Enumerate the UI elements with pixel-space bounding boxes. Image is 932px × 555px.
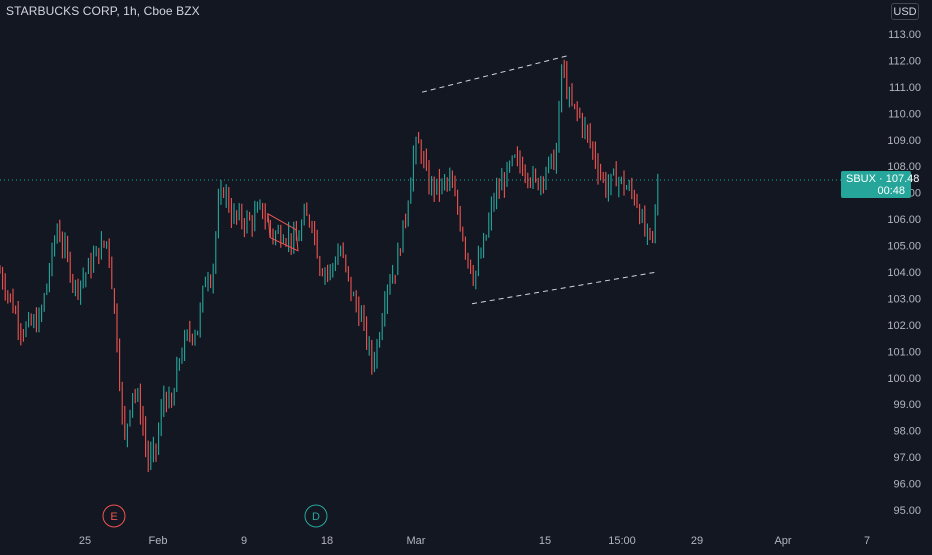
y-tick-label: 102.00 — [887, 320, 921, 332]
x-tick-label: 25 — [79, 535, 91, 547]
x-tick-label: Apr — [774, 535, 791, 547]
y-tick-label: 104.00 — [887, 267, 921, 279]
y-tick-label: 105.00 — [887, 241, 921, 253]
triangle-pattern[interactable] — [267, 212, 299, 252]
x-tick-label: 15 — [539, 535, 551, 547]
currency-button[interactable]: USD — [891, 3, 919, 20]
channel-lower-line[interactable] — [471, 271, 658, 305]
chart-title: STARBUCKS CORP, 1h, Cboe BZX — [6, 4, 200, 18]
marker-label: D — [312, 511, 320, 523]
y-tick-label: 99.00 — [893, 399, 921, 411]
last-price-badge: SBUX · 107.48 00:48 — [841, 171, 919, 198]
y-tick-label: 109.00 — [887, 135, 921, 147]
last-price-label: SBUX · 107.48 — [846, 173, 920, 185]
candles-layer — [0, 59, 659, 472]
y-tick-label: 98.00 — [893, 426, 921, 438]
x-tick-label: 18 — [321, 535, 333, 547]
dividend-marker[interactable]: D — [304, 504, 328, 528]
x-tick-label: 29 — [691, 535, 703, 547]
x-tick-label: Feb — [149, 535, 168, 547]
earnings-marker[interactable]: E — [102, 504, 126, 528]
y-tick-label: 103.00 — [887, 293, 921, 305]
x-tick-label: Mar — [407, 535, 426, 547]
marker-circle — [102, 504, 126, 528]
x-tick-label: 15:00 — [608, 535, 636, 547]
x-tick-label: 9 — [241, 535, 247, 547]
x-tick-label: 7 — [864, 535, 870, 547]
marker-circle — [304, 504, 328, 528]
y-tick-label: 96.00 — [893, 479, 921, 491]
y-tick-label: 95.00 — [893, 505, 921, 517]
y-tick-label: 101.00 — [887, 346, 921, 358]
y-tick-label: 111.00 — [889, 82, 921, 94]
bar-countdown: 00:48 — [877, 185, 905, 197]
price-axis[interactable]: 113.00112.00111.00110.00109.00108.00107.… — [887, 29, 921, 517]
y-tick-label: 97.00 — [893, 452, 921, 464]
drawings-layer[interactable] — [0, 54, 845, 305]
channel-upper-line[interactable] — [421, 54, 571, 93]
time-axis[interactable]: 25 Feb 9 18 Mar 15 15:00 29 Apr 7 — [79, 535, 870, 547]
marker-label: E — [110, 511, 117, 523]
y-tick-label: 110.00 — [888, 108, 921, 120]
y-tick-label: 112.00 — [888, 55, 921, 67]
y-tick-label: 113.00 — [888, 29, 921, 41]
y-tick-label: 108.00 — [887, 161, 921, 173]
y-tick-label: 106.00 — [887, 214, 921, 226]
y-tick-label: 100.00 — [887, 373, 921, 385]
